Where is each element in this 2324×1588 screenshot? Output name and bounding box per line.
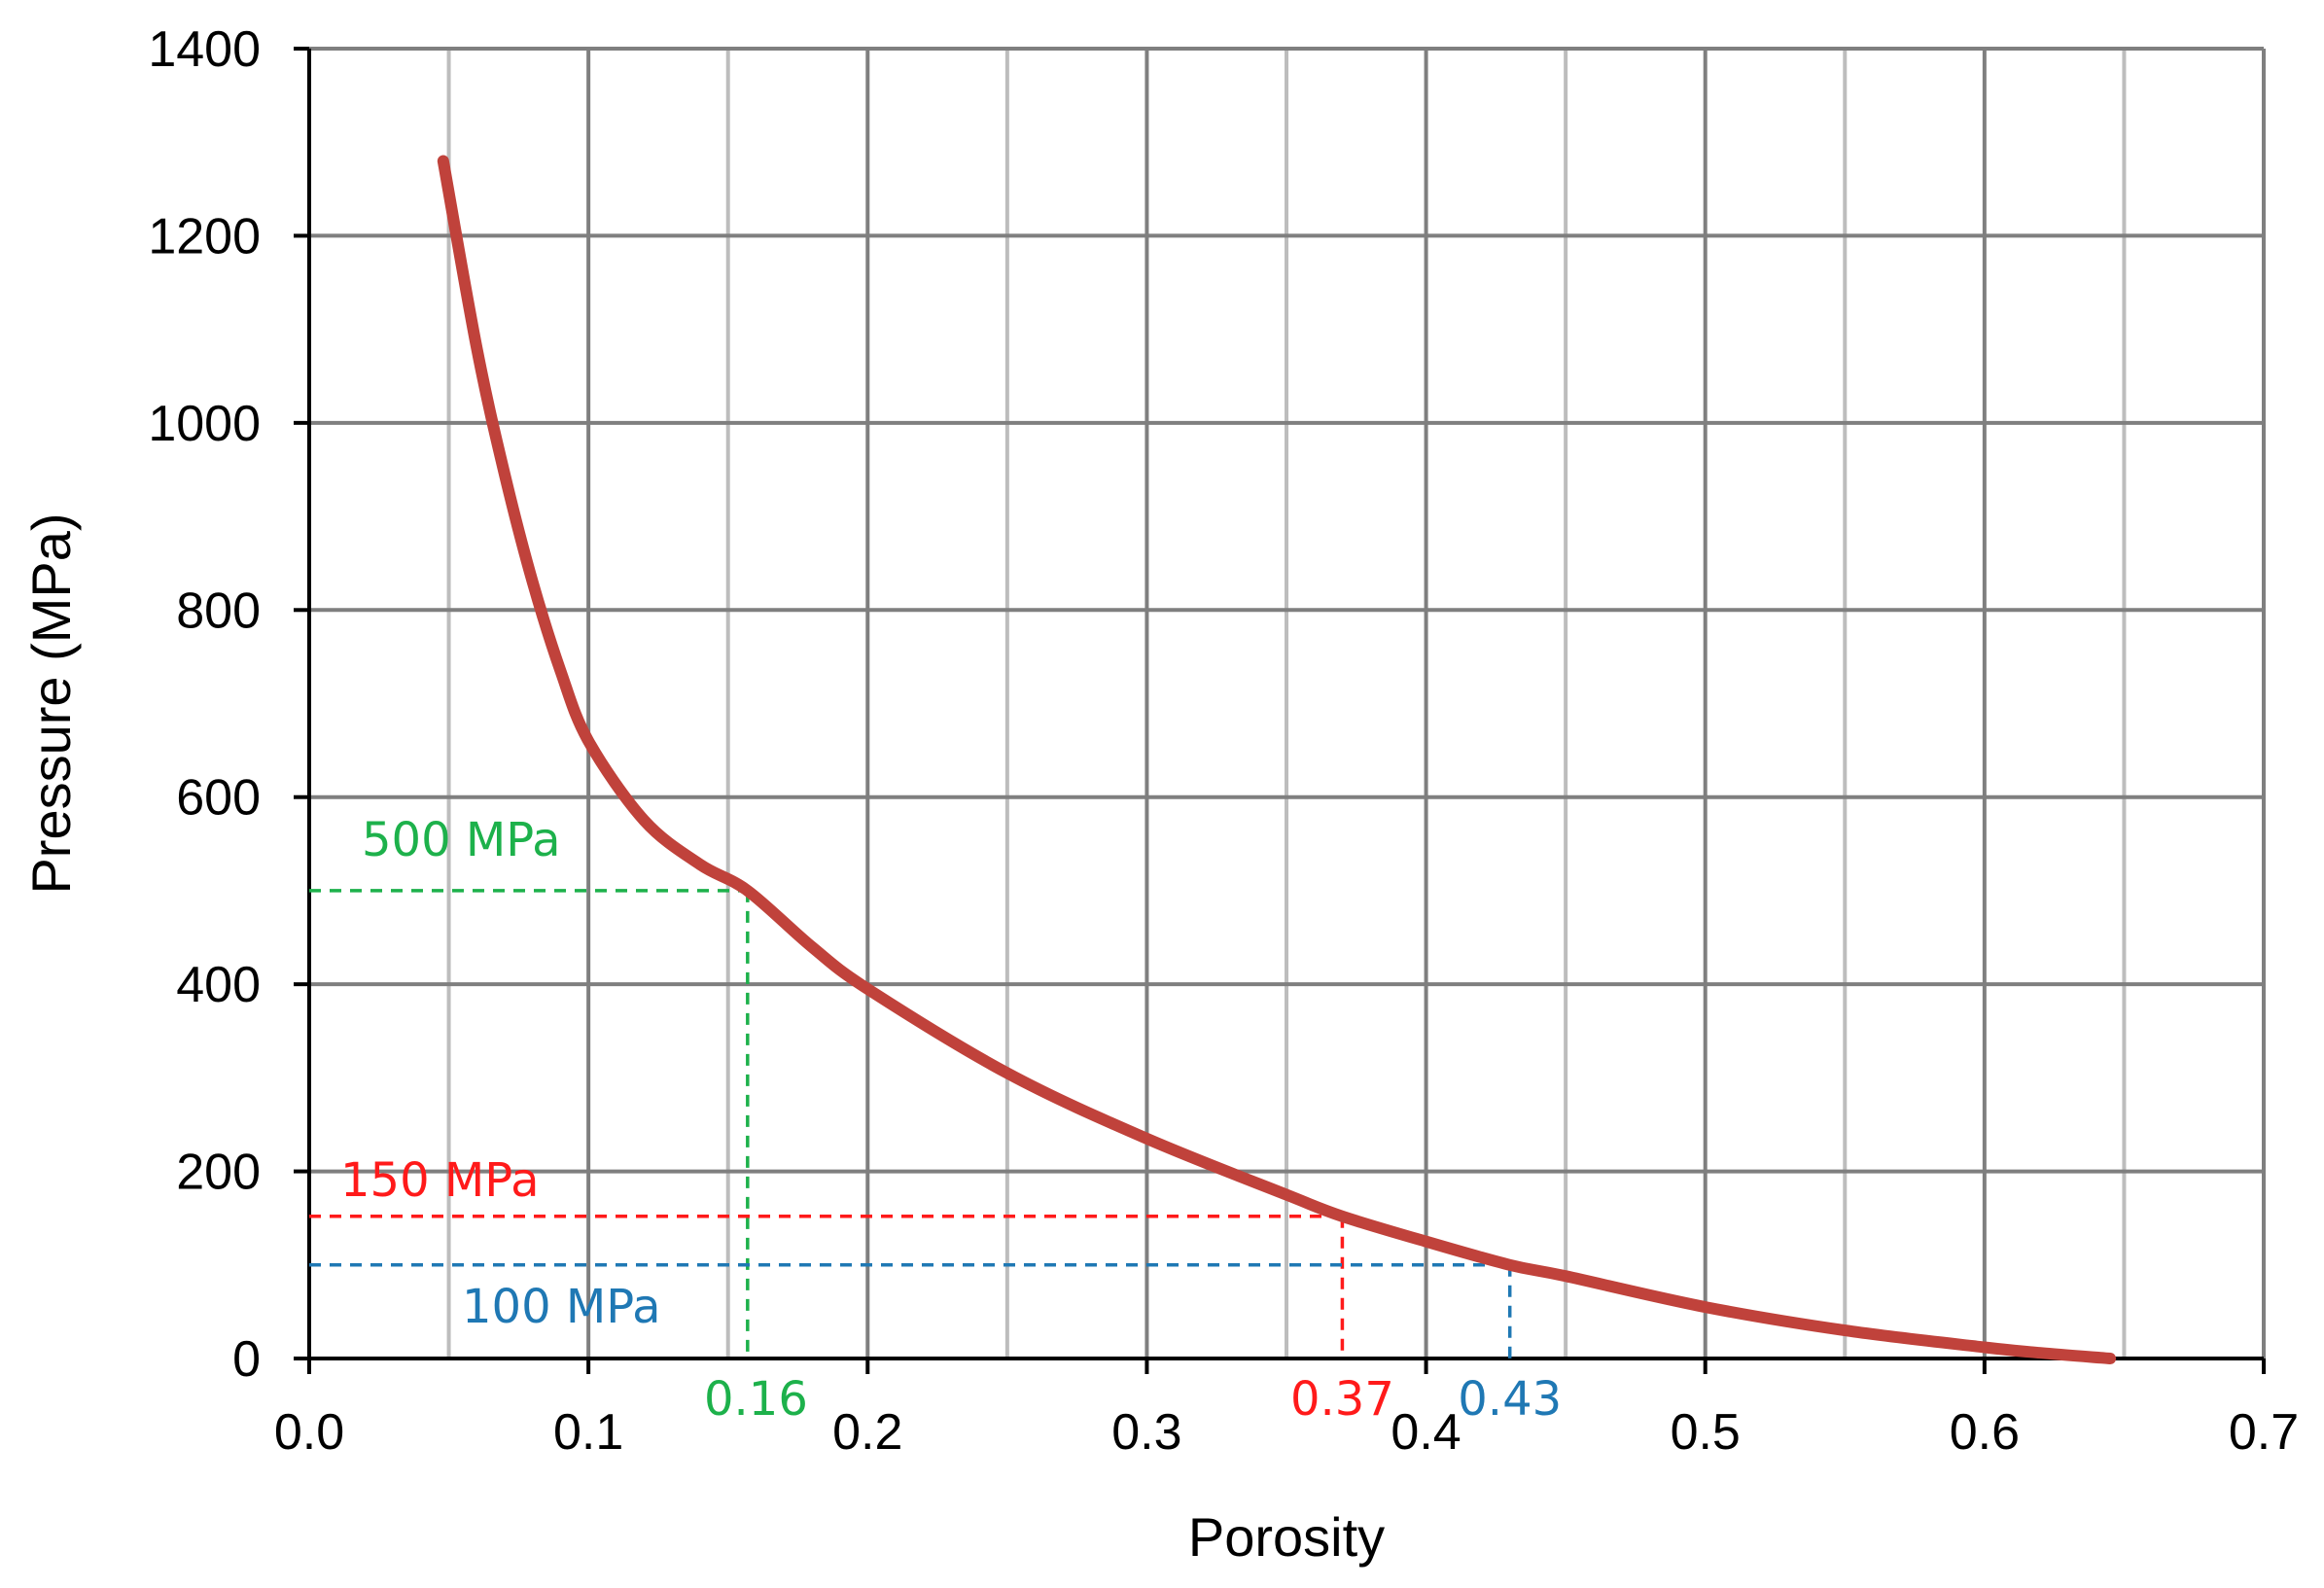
series [437, 155, 2117, 1364]
annotation-porosity-label: 0.16 [704, 1372, 808, 1427]
x-axis-title: Porosity [1188, 1506, 1385, 1568]
y-tick-label: 800 [176, 582, 261, 639]
x-tick-label: 0.2 [832, 1404, 902, 1461]
y-tick-label: 1400 [148, 21, 261, 78]
labels: 0.0 0.1 0.2 0.3 0.4 0.5 0.6 0.7 0 200 400 600 800 100… [20, 21, 2299, 1568]
grid [309, 47, 2266, 1359]
annotation-pressure-label: 150 MPa [340, 1153, 540, 1208]
x-tick-label: 0.1 [553, 1404, 623, 1461]
y-tick-label: 400 [176, 957, 261, 1013]
annotation-porosity-label: 0.37 [1290, 1372, 1394, 1427]
guide-lines [309, 889, 1512, 1359]
x-tick-label: 0.7 [2229, 1404, 2299, 1461]
x-tick-label: 0.5 [1671, 1404, 1741, 1461]
annotation-pressure-label: 100 MPa [462, 1280, 661, 1334]
y-tick-label: 600 [176, 770, 261, 827]
y-axis-title: Pressure (MPa) [20, 512, 82, 894]
annotation-porosity-label: 0.43 [1458, 1372, 1562, 1427]
y-tick-label: 1000 [148, 396, 261, 452]
annotation-pressure-label: 500 MPa [362, 813, 561, 867]
axes [294, 47, 2266, 1374]
y-tick-label: 200 [176, 1145, 261, 1201]
x-tick-label: 0.3 [1111, 1404, 1181, 1461]
series-line-0 [437, 155, 2117, 1364]
x-tick-label: 0.4 [1391, 1404, 1461, 1461]
x-tick-label: 0.6 [1950, 1404, 2020, 1461]
y-tick-label: 1200 [148, 208, 261, 265]
x-tick-label: 0.0 [274, 1404, 344, 1461]
y-tick-label: 0 [232, 1331, 261, 1388]
